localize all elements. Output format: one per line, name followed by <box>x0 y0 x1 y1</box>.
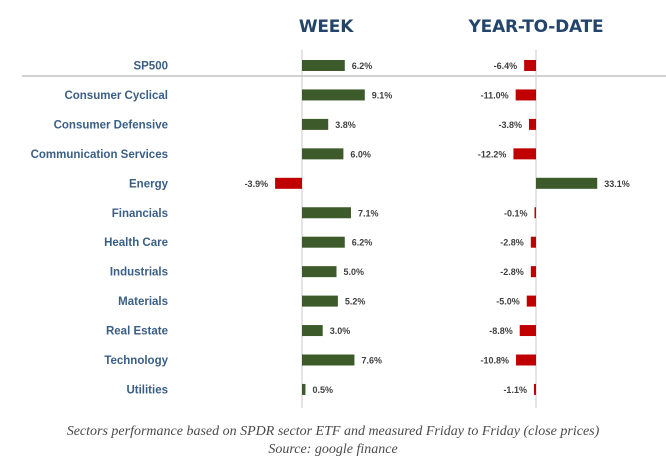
week-bar-sp500 <box>302 60 345 71</box>
category-label-health-care: Health Care <box>104 237 168 249</box>
category-label-sp500: SP500 <box>133 61 168 73</box>
ytd-value-label-health-care: -2.8% <box>500 238 524 248</box>
category-label-consumer-cyclical: Consumer Cyclical <box>64 90 168 102</box>
week-bar-health-care <box>302 236 345 248</box>
ytd-value-label-materials: -5.0% <box>496 297 520 307</box>
week-value-label-consumer-cyclical: 9.1% <box>372 90 393 100</box>
ytd-value-label-real-estate: -8.8% <box>489 326 513 336</box>
category-label-materials: Materials <box>118 296 168 308</box>
category-label-financials: Financials <box>112 208 168 220</box>
week-value-label-energy: -3.9% <box>245 179 269 189</box>
ytd-value-label-sp500: -6.4% <box>494 61 518 71</box>
category-label-energy: Energy <box>129 178 169 190</box>
ytd-bar-materials <box>526 295 536 307</box>
ytd-value-label-energy: 33.1% <box>604 179 630 189</box>
category-label-technology: Technology <box>104 355 168 367</box>
week-value-label-financials: 7.1% <box>358 208 379 218</box>
week-panel-title: WEEK <box>299 17 354 37</box>
ytd-value-label-consumer-defensive: -3.8% <box>498 120 522 130</box>
week-value-label-utilities: 0.5% <box>312 385 333 395</box>
category-label-communication-services: Communication Services <box>31 149 168 161</box>
week-bar-materials <box>302 295 338 307</box>
sector-performance-chart: WEEK YEAR-TO-DATE SP500 6.2% -6.4% Consumer… <box>22 17 666 408</box>
ytd-bar-technology <box>516 354 536 366</box>
week-bar-consumer-defensive <box>302 118 329 130</box>
week-value-label-sp500: 6.2% <box>352 61 373 71</box>
week-value-label-consumer-defensive: 3.8% <box>335 120 356 130</box>
week-value-label-industrials: 5.0% <box>344 267 365 277</box>
ytd-value-label-industrials: -2.8% <box>500 267 524 277</box>
ytd-bar-sp500 <box>524 60 536 71</box>
ytd-bar-industrials <box>530 266 536 278</box>
chart-caption: Sectors performance based on SPDR sector… <box>66 424 600 439</box>
week-bar-financials <box>302 207 351 219</box>
ytd-bar-communication-services <box>513 148 536 160</box>
category-label-consumer-defensive: Consumer Defensive <box>54 119 168 131</box>
week-bar-consumer-cyclical <box>302 89 365 101</box>
category-label-utilities: Utilities <box>126 384 168 396</box>
week-bar-communication-services <box>302 148 344 160</box>
ytd-value-label-consumer-cyclical: -11.0% <box>481 90 509 100</box>
week-bar-energy <box>275 177 302 189</box>
ytd-panel-title: YEAR-TO-DATE <box>468 17 604 37</box>
week-value-label-communication-services: 6.0% <box>350 149 371 159</box>
week-bar-real-estate <box>302 325 323 337</box>
week-value-label-technology: 7.6% <box>361 356 382 366</box>
week-value-label-real-estate: 3.0% <box>330 326 351 336</box>
week-value-label-materials: 5.2% <box>345 297 366 307</box>
week-value-label-health-care: 6.2% <box>352 238 373 248</box>
category-label-real-estate: Real Estate <box>106 326 168 338</box>
ytd-value-label-utilities: -1.1% <box>503 385 527 395</box>
week-bar-industrials <box>302 266 337 278</box>
category-label-industrials: Industrials <box>110 267 168 279</box>
week-bar-utilities <box>302 383 306 395</box>
chart-source: Source: google finance <box>268 442 398 457</box>
ytd-value-label-communication-services: -12.2% <box>478 149 507 159</box>
ytd-bar-energy <box>536 177 598 189</box>
ytd-bar-consumer-cyclical <box>515 89 536 101</box>
week-bar-technology <box>302 354 355 366</box>
ytd-bar-health-care <box>530 236 536 248</box>
ytd-value-label-financials: -0.1% <box>504 208 528 218</box>
ytd-bar-real-estate <box>519 325 536 337</box>
ytd-value-label-technology: -10.8% <box>480 356 509 366</box>
ytd-bar-utilities <box>533 383 536 395</box>
ytd-bar-financials <box>534 207 536 219</box>
chart-rows: SP500 6.2% -6.4% Consumer Cyclical 9.1% -11.0… <box>31 60 630 396</box>
ytd-bar-consumer-defensive <box>528 118 536 130</box>
